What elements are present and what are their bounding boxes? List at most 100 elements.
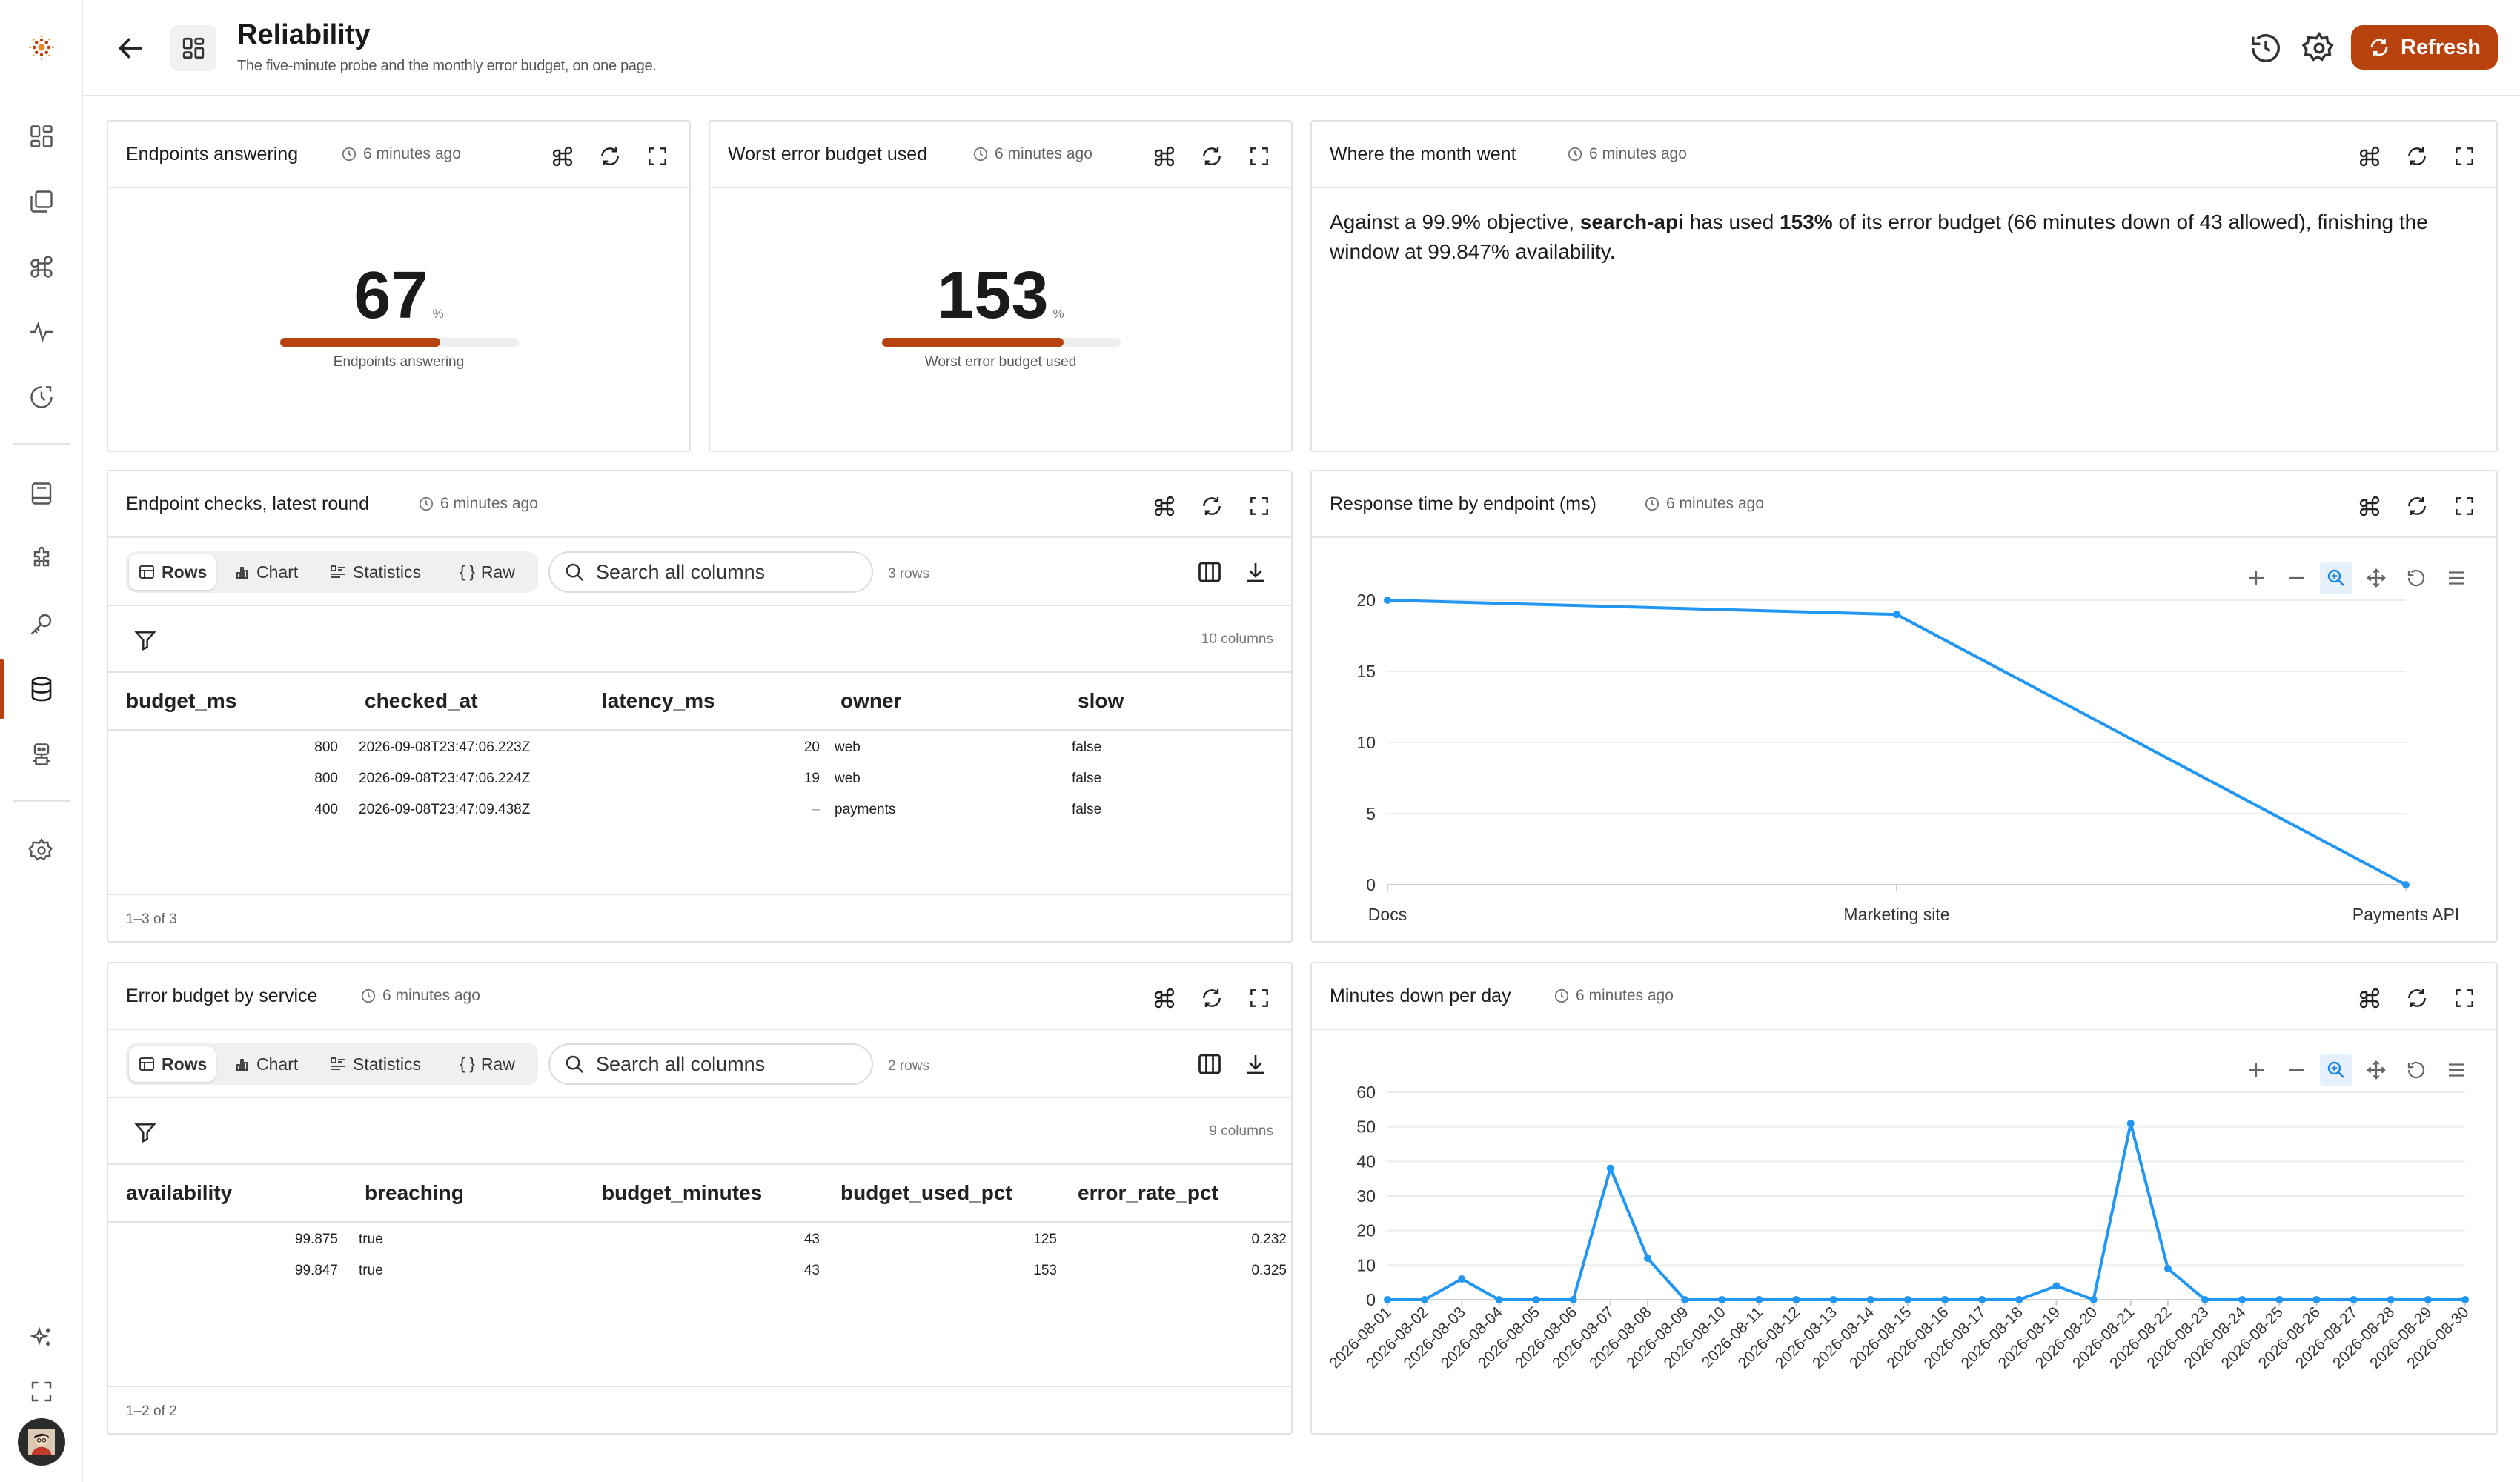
sidebar-item-assistant[interactable] — [19, 1316, 64, 1360]
card-link-button[interactable] — [2354, 491, 2385, 522]
expand-icon — [1250, 147, 1268, 165]
card-expand-button[interactable] — [1244, 141, 1275, 172]
settings-button[interactable] — [2302, 31, 2336, 65]
filter-button[interactable] — [133, 1120, 157, 1144]
table-cell: 0.325 — [1251, 1263, 1287, 1278]
card-refresh-button[interactable] — [1196, 141, 1227, 172]
tab-label: Statistics — [353, 1054, 422, 1074]
card-expand-button[interactable] — [1244, 491, 1275, 522]
app-logo[interactable] — [12, 18, 71, 77]
card-expand-button[interactable] — [2449, 983, 2480, 1014]
card-link-button[interactable] — [2354, 983, 2385, 1014]
card-link-button[interactable] — [1149, 491, 1180, 522]
sidebar-item-fullscreen[interactable] — [19, 1369, 64, 1414]
table-row[interactable]: 800 2026-09-08T23:47:06.223Z 20 web fals… — [108, 732, 1291, 763]
card-refresh-button[interactable] — [1196, 491, 1227, 522]
card-refresh-button[interactable] — [594, 141, 626, 172]
tab-rows[interactable]: Rows — [129, 1046, 216, 1082]
tab-rows[interactable]: Rows — [129, 554, 216, 590]
gauge-fill — [882, 338, 1064, 347]
tab-raw[interactable]: { } Raw — [451, 1046, 524, 1082]
card-link-button[interactable] — [1149, 983, 1180, 1014]
table-cell: payments — [835, 802, 896, 817]
search-box[interactable] — [548, 1043, 873, 1085]
card-link-button[interactable] — [547, 141, 578, 172]
card-expand-button[interactable] — [2449, 141, 2480, 172]
data-point — [2350, 1296, 2358, 1303]
sidebar-item-activity[interactable] — [19, 310, 64, 354]
download-button[interactable] — [1242, 559, 1269, 585]
view-switcher: Rows Chart Statistics { } Raw — [126, 1043, 538, 1085]
sidebar-item-plugins[interactable] — [19, 536, 64, 581]
column-header[interactable]: slow — [1078, 689, 1124, 712]
back-button[interactable] — [113, 30, 150, 67]
chart-menu-button[interactable] — [2440, 562, 2473, 594]
tab-chart[interactable]: Chart — [224, 554, 307, 590]
card-header: Endpoints answering 6 minutes ago — [108, 122, 689, 188]
column-header[interactable]: budget_minutes — [602, 1181, 763, 1204]
card-refresh-button[interactable] — [2401, 141, 2433, 172]
zoom-in-button[interactable] — [2240, 562, 2272, 594]
card-refresh-button[interactable] — [2401, 983, 2433, 1014]
columns-button[interactable] — [1196, 559, 1223, 585]
refresh-button[interactable]: Refresh — [2351, 25, 2498, 70]
card-title: Worst error budget used — [728, 144, 928, 165]
zoom-out-button[interactable] — [2280, 1054, 2312, 1086]
search-input[interactable] — [596, 1052, 863, 1076]
column-header[interactable]: budget_used_pct — [840, 1181, 1012, 1204]
table-row[interactable]: 99.875 true 43 125 0.232 — [108, 1224, 1291, 1255]
reset-zoom-button[interactable] — [2400, 1054, 2433, 1086]
tab-statistics[interactable]: Statistics — [320, 554, 430, 590]
zoom-in-button[interactable] — [2240, 1054, 2272, 1086]
card-link-button[interactable] — [1149, 141, 1180, 172]
chart-menu-button[interactable] — [2440, 1054, 2473, 1086]
card-time-text: 6 minutes ago — [1576, 987, 1674, 1004]
filter-button[interactable] — [133, 628, 157, 652]
table-row[interactable]: 99.847 true 43 153 0.325 — [108, 1255, 1291, 1286]
card-refresh-button[interactable] — [1196, 983, 1227, 1014]
card-error-budget: Error budget by service 6 minutes ago Ro… — [107, 962, 1293, 1435]
table-row[interactable]: 800 2026-09-08T23:47:06.224Z 19 web fals… — [108, 763, 1291, 794]
card-expand-button[interactable] — [2449, 491, 2480, 522]
column-header[interactable]: breaching — [365, 1181, 464, 1204]
download-button[interactable] — [1242, 1051, 1269, 1077]
search-input[interactable] — [596, 560, 863, 584]
pan-button[interactable] — [2360, 562, 2393, 594]
tab-raw[interactable]: { } Raw — [451, 554, 524, 590]
card-expand-button[interactable] — [642, 141, 673, 172]
zoom-out-button[interactable] — [2280, 562, 2312, 594]
sidebar-item-notebook[interactable] — [19, 471, 64, 516]
history-button[interactable] — [2249, 31, 2283, 65]
sidebar-item-keys[interactable] — [19, 602, 64, 646]
column-header[interactable]: availability — [126, 1181, 233, 1204]
sidebar-active-indicator — [0, 659, 4, 719]
search-box[interactable] — [548, 551, 873, 593]
avatar[interactable] — [18, 1418, 65, 1466]
table-row[interactable]: 400 2026-09-08T23:47:09.438Z – payments … — [108, 794, 1291, 825]
reset-zoom-button[interactable] — [2400, 562, 2433, 594]
column-header[interactable]: checked_at — [365, 689, 478, 712]
column-header[interactable]: error_rate_pct — [1078, 1181, 1218, 1204]
sidebar-item-collections[interactable] — [19, 179, 64, 224]
pan-button[interactable] — [2360, 1054, 2393, 1086]
columns-button[interactable] — [1196, 1051, 1223, 1077]
column-header[interactable]: budget_ms — [126, 689, 237, 712]
data-point — [2424, 1296, 2432, 1303]
sidebar-item-settings[interactable] — [19, 828, 64, 873]
sidebar-item-history[interactable] — [19, 375, 64, 419]
tab-chart[interactable]: Chart — [224, 1046, 307, 1082]
column-header[interactable]: latency_ms — [602, 689, 715, 712]
braces-icon: { } — [460, 1054, 475, 1073]
data-point — [2461, 1296, 2469, 1303]
card-expand-button[interactable] — [1244, 983, 1275, 1014]
sidebar-item-database[interactable] — [19, 667, 64, 711]
sidebar-item-dashboards[interactable] — [19, 114, 64, 159]
card-link-button[interactable] — [2354, 141, 2385, 172]
selection-zoom-button[interactable] — [2320, 1054, 2352, 1086]
selection-zoom-button[interactable] — [2320, 562, 2352, 594]
card-refresh-button[interactable] — [2401, 491, 2433, 522]
sidebar-item-integrations[interactable] — [19, 245, 64, 289]
sidebar-item-bot[interactable] — [19, 732, 64, 777]
tab-statistics[interactable]: Statistics — [320, 1046, 430, 1082]
column-header[interactable]: owner — [840, 689, 902, 712]
